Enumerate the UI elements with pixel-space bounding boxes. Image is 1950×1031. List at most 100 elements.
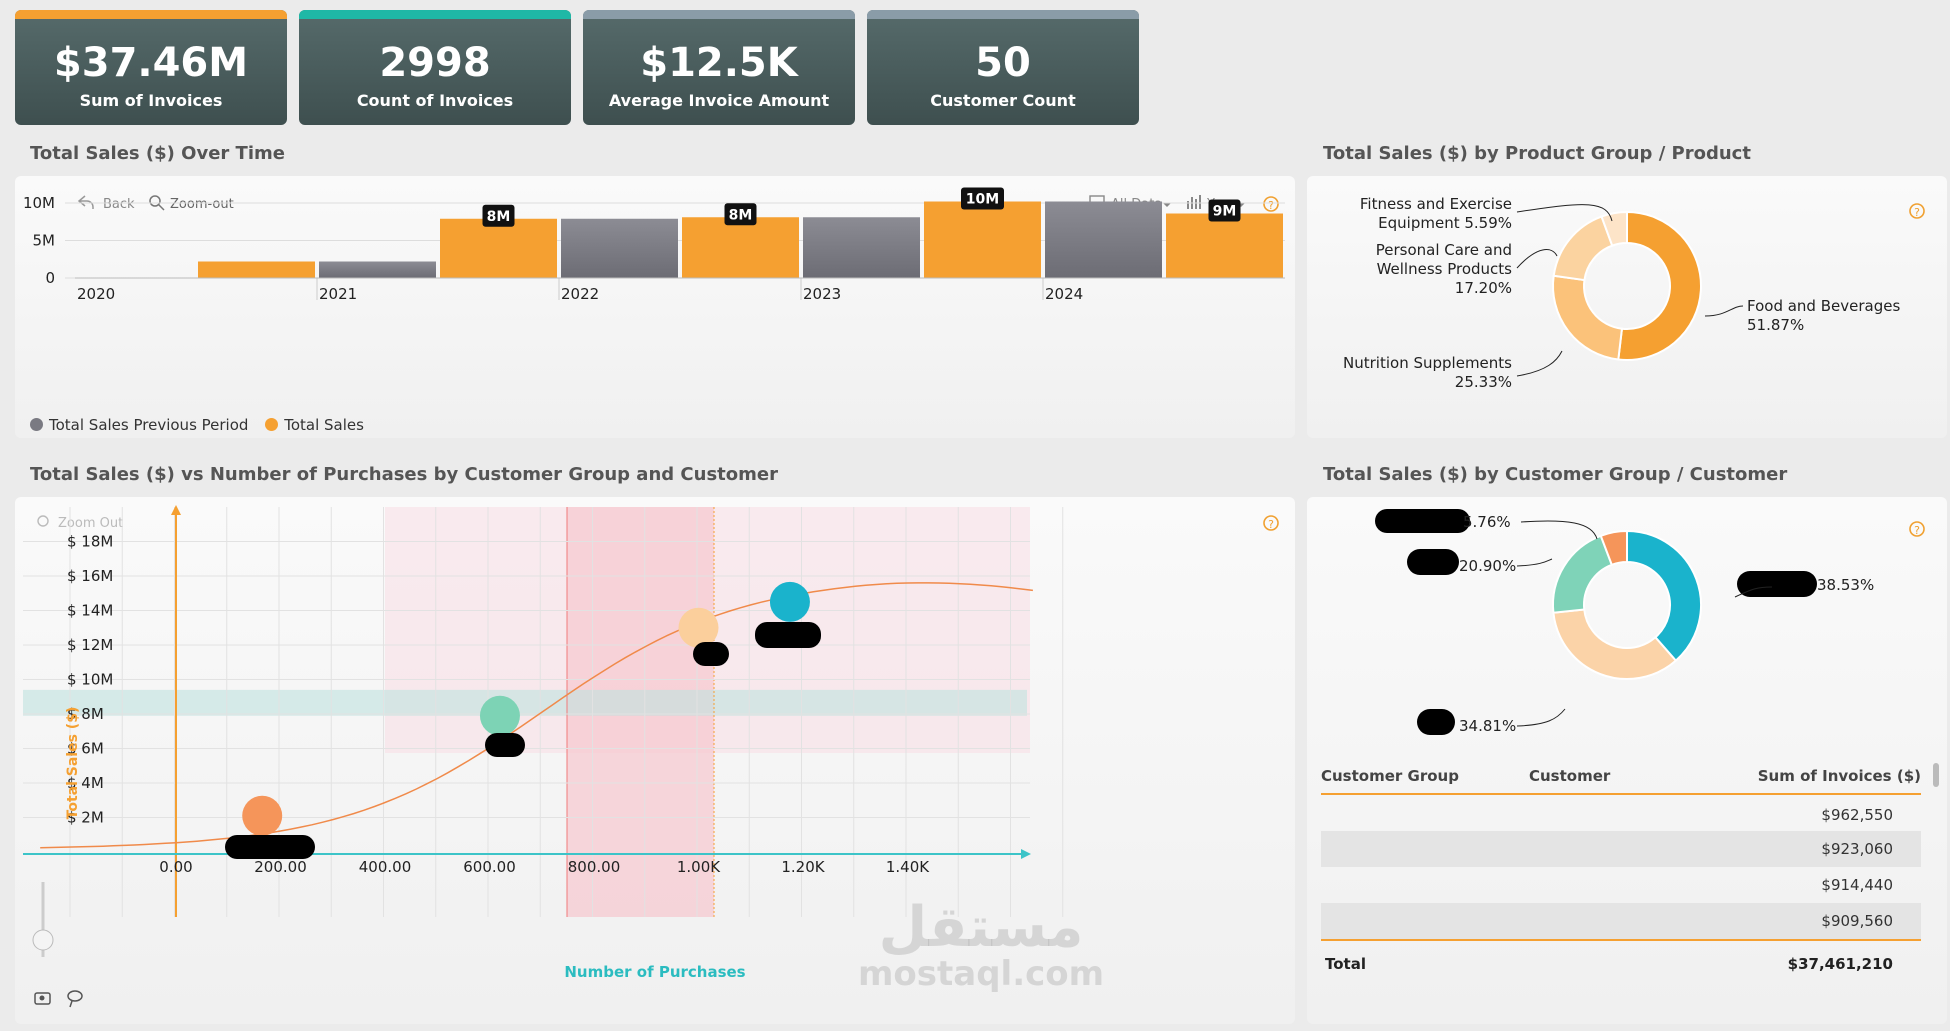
band-teal [23, 689, 1027, 716]
bar-previous-period [1045, 201, 1162, 278]
donut-label: 5.76% [1463, 513, 1511, 531]
back-button[interactable]: Back [77, 195, 135, 212]
y-axis-label: Total Sales ($) [65, 707, 81, 820]
help-icon[interactable]: ? [1263, 515, 1279, 531]
data-label-box [1208, 199, 1241, 222]
kpi-value: 2998 [379, 40, 491, 86]
donut-labels-left: Fitness and Exercise Equipment 5.59% Per… [1343, 195, 1512, 391]
donut-slices [1552, 529, 1702, 680]
kpi-value: $12.5K [640, 40, 798, 86]
donut-slice [1599, 529, 1628, 567]
table-row[interactable]: $909,560 [1321, 903, 1921, 941]
data-label-box [724, 203, 757, 226]
x-tick-label: 2021 [319, 285, 357, 303]
legend-item-total[interactable]: Total Sales [265, 416, 364, 434]
kpi-value: 50 [975, 40, 1031, 86]
svg-text:?: ? [1268, 199, 1274, 212]
redacted-mark [225, 835, 315, 859]
zoom-slider[interactable] [32, 882, 54, 957]
kpi-accent-bar [15, 10, 287, 19]
x-tick-label: 0.00 [159, 858, 192, 876]
zoom-out-button[interactable]: Zoom-out [149, 195, 234, 212]
screenshot-icon[interactable] [34, 992, 51, 1005]
column-header-sorted[interactable]: Sum of Invoices ($) [1757, 767, 1921, 785]
column-header[interactable]: Customer Group [1321, 767, 1459, 785]
bar-total-sales [1166, 213, 1283, 278]
bar-total-sales [682, 217, 799, 278]
cell-value: $909,560 [1821, 912, 1893, 930]
y-tick-label: $ 14M [67, 602, 113, 620]
customer-donut-title: Total Sales ($) by Customer Group / Cust… [1323, 464, 1788, 485]
y-tick-label: $ 2M [67, 809, 104, 827]
kpi-label: Sum of Invoices [79, 91, 223, 110]
donut-slice [1552, 608, 1678, 680]
legend-item-previous[interactable]: Total Sales Previous Period [30, 416, 248, 434]
donut-label: 20.90% [1459, 557, 1516, 575]
scatter-chart: Zoom Out ? $ 2M $ 4M $ 6M $ 8M $ 10M $ 12M $ 1… [23, 505, 1279, 1008]
data-label: 8M [729, 207, 753, 223]
trend-line [40, 582, 1033, 849]
x-tick-label: 400.00 [359, 858, 412, 876]
donut-slice [1552, 274, 1624, 361]
sales-over-time-title: Total Sales ($) Over Time [30, 143, 285, 164]
table-row[interactable]: $923,060 [1321, 831, 1921, 867]
y-tick-label: $ 12M [67, 636, 113, 654]
data-label-box [482, 204, 515, 227]
lasso-icon[interactable] [67, 990, 83, 1008]
bar-previous-period [803, 217, 920, 278]
bar-chart-icon [1187, 195, 1201, 209]
table-header: Customer Group Customer Sum of Invoices … [1321, 767, 1921, 795]
scatter-title: Total Sales ($) vs Number of Purchases b… [30, 464, 778, 485]
table-total-row: Total $37,461,210 [1321, 955, 1921, 973]
kpi-card-customers[interactable]: 50 Customer Count [867, 10, 1139, 125]
bar-previous-period [319, 261, 436, 278]
kpi-label: Count of Invoices [356, 91, 514, 110]
zoom-out-label: Zoom Out [58, 516, 123, 531]
cell-value: $914,440 [1821, 876, 1893, 894]
donut-slice [1617, 210, 1702, 361]
y-tick-label: 5M [33, 232, 56, 250]
customer-table: Customer Group Customer Sum of Invoices … [1321, 767, 1921, 973]
help-icon[interactable]: ? [1909, 521, 1925, 537]
donut-label: Equipment 5.59% [1378, 214, 1512, 232]
x-tick-label: 2022 [561, 285, 599, 303]
y-tick-label: $ 10M [67, 671, 113, 689]
x-tick-label: 1.00K [677, 858, 721, 876]
table-row[interactable]: $962,550 [1321, 795, 1921, 831]
svg-text:?: ? [1914, 206, 1920, 219]
donut-slice [1626, 529, 1702, 663]
donut-slices [1552, 210, 1702, 361]
scatter-point [479, 695, 520, 736]
column-header[interactable]: Customer [1529, 767, 1611, 785]
watermark-arabic: مستقل [878, 895, 1084, 960]
zoom-out-button[interactable]: Zoom Out [37, 515, 123, 531]
y-tick-label: $ 18M [67, 533, 113, 551]
kpi-card-count[interactable]: 2998 Count of Invoices [299, 10, 571, 125]
sales-over-time-panel: Back Zoom-out All Data Year ? 05M10M8M8M… [15, 176, 1295, 438]
kpi-accent-bar [583, 10, 855, 19]
help-icon[interactable]: ? [1263, 196, 1279, 212]
y-axis-arrow [171, 505, 181, 515]
kpi-accent-bar [867, 10, 1139, 19]
kpi-label: Customer Count [930, 91, 1076, 110]
table-row[interactable]: $914,440 [1321, 867, 1921, 903]
cell-value: $962,550 [1821, 806, 1893, 824]
x-tick-label: 2024 [1045, 285, 1083, 303]
y-tick-label: $ 6M [67, 740, 104, 758]
scatter-point [678, 607, 719, 648]
donut-labels-right: Food and Beverages 51.87% [1747, 297, 1900, 334]
redacted-mark [485, 733, 525, 757]
table-scrollbar[interactable] [1933, 763, 1939, 787]
back-label: Back [103, 197, 135, 212]
kpi-card-sum[interactable]: $37.46M Sum of Invoices [15, 10, 287, 125]
legend-dot [265, 418, 279, 431]
product-donut-panel: ? Fitness and Exercise Equipment 5.59% P… [1307, 176, 1947, 438]
help-icon[interactable]: ? [1909, 203, 1925, 219]
x-tick-label: 600.00 [463, 858, 516, 876]
data-label: 10M [966, 192, 999, 208]
redacted-mark [693, 642, 729, 666]
total-value: $37,461,210 [1787, 955, 1893, 973]
zoom-out-icon-handle [158, 204, 165, 211]
product-donut-title: Total Sales ($) by Product Group / Produ… [1323, 143, 1751, 164]
kpi-card-average[interactable]: $12.5K Average Invoice Amount [583, 10, 855, 125]
